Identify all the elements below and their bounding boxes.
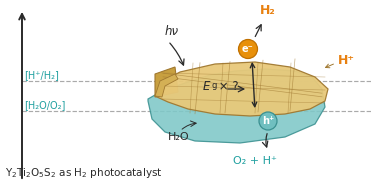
- Circle shape: [239, 40, 257, 59]
- Polygon shape: [148, 69, 325, 143]
- Polygon shape: [155, 62, 328, 116]
- Polygon shape: [155, 74, 178, 97]
- Text: O₂ + H⁺: O₂ + H⁺: [233, 156, 277, 166]
- Polygon shape: [155, 67, 178, 97]
- Text: [H₂O/O₂]: [H₂O/O₂]: [24, 100, 65, 110]
- Text: × ?: × ?: [215, 81, 239, 94]
- Text: H⁺: H⁺: [338, 54, 355, 67]
- Text: [H⁺/H₂]: [H⁺/H₂]: [24, 70, 59, 80]
- Circle shape: [259, 112, 277, 130]
- Text: h⁺: h⁺: [262, 116, 274, 126]
- Text: H₂: H₂: [260, 4, 276, 17]
- Text: g: g: [212, 81, 217, 90]
- Text: e⁻: e⁻: [242, 44, 254, 54]
- Text: $E$: $E$: [202, 81, 211, 94]
- Text: $\mathregular{Y_2Ti_2O_5S_2}$ as $\mathregular{H_2}$ photocatalyst: $\mathregular{Y_2Ti_2O_5S_2}$ as $\mathr…: [5, 166, 163, 180]
- Text: H₂O: H₂O: [168, 132, 190, 142]
- Text: hν: hν: [165, 25, 179, 38]
